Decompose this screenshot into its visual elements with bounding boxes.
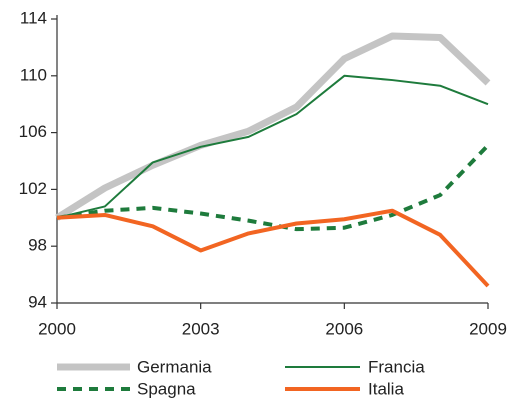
series-line [56,143,490,232]
x-tick-label: 2000 [38,319,76,338]
legend-label: Spagna [137,379,196,398]
y-tick-label: 102 [19,179,47,198]
y-tick-label: 106 [19,122,47,141]
y-tick-label: 94 [28,292,47,311]
legend-label: Francia [368,357,425,376]
legend-label: Germania [137,357,212,376]
y-tick-label: 114 [20,8,47,27]
x-tick-label: 2009 [469,319,507,338]
y-tick-label: 98 [28,236,47,255]
y-tick-label: 110 [20,65,47,84]
series-line [56,208,490,288]
x-tick-label: 2006 [325,319,363,338]
series-line [55,32,491,221]
series-line [56,74,489,219]
legend-label: Italia [368,379,404,398]
x-tick-label: 2003 [182,319,220,338]
